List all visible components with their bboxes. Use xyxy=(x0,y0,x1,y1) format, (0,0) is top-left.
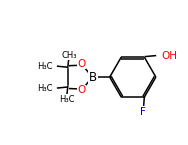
Text: H₃C: H₃C xyxy=(37,84,53,93)
Text: O: O xyxy=(77,59,86,69)
Text: OH: OH xyxy=(161,51,177,61)
Text: B: B xyxy=(89,71,97,84)
Text: CH₃: CH₃ xyxy=(62,51,77,60)
Text: F: F xyxy=(140,107,146,117)
Text: H₃C: H₃C xyxy=(37,62,53,71)
Text: O: O xyxy=(77,85,86,95)
Text: H₃C: H₃C xyxy=(59,95,75,104)
